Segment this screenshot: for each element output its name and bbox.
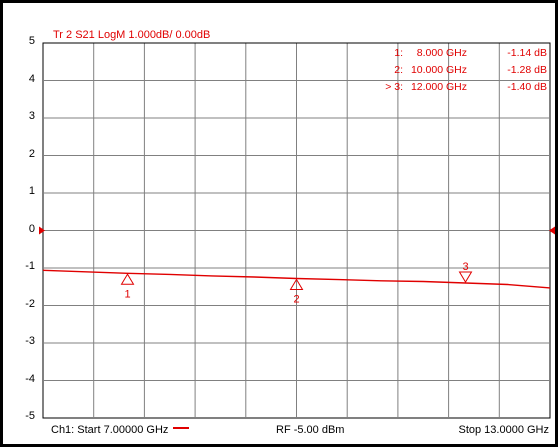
marker-3-label: > 3: <box>385 81 403 93</box>
marker-symbols: 1 2 3 <box>120 261 473 306</box>
marker-1-value: -1.14 dB <box>507 47 547 59</box>
marker-2-number: 2 <box>293 294 299 306</box>
y-tick-label: -3 <box>25 335 35 347</box>
plot-grid <box>42 42 551 419</box>
reference-markers <box>39 226 555 235</box>
marker-2-value: -1.28 dB <box>507 64 547 76</box>
marker-1-number: 1 <box>124 288 130 300</box>
trace-plot: 1 2 3 <box>39 42 555 419</box>
reference-level-left-arrow <box>39 226 45 235</box>
y-tick-label: -5 <box>25 410 35 422</box>
channel-status-bar: Ch1: Start 7.00000 GHz RF -5.00 dBm Stop… <box>46 421 553 443</box>
stop-frequency: Stop 13.0000 GHz <box>458 424 549 436</box>
y-tick-label: 1 <box>28 185 35 197</box>
start-frequency: Ch1: Start 7.00000 GHz <box>51 424 190 436</box>
marker-2-label: 2: <box>394 64 403 76</box>
y-tick-label: -2 <box>25 297 35 310</box>
trace-title: Tr 2 S21 LogM 1.000dB/ 0.00dB <box>53 29 211 41</box>
channel-trace-indicator <box>173 427 190 429</box>
marker-2-freq: 10.000 GHz <box>410 64 467 76</box>
y-tick-label: 4 <box>28 72 35 85</box>
marker-3-value: -1.40 dB <box>507 81 547 93</box>
y-tick-label: -4 <box>25 372 35 385</box>
y-tick-label: 0 <box>28 222 35 235</box>
marker-1-label: 1: <box>394 47 403 59</box>
marker-2-symbol <box>289 278 304 290</box>
reference-level-right-arrow <box>549 226 555 235</box>
marker-3-number: 3 <box>462 261 468 273</box>
marker-3-symbol <box>458 271 473 283</box>
rf-power: RF -5.00 dBm <box>276 424 345 436</box>
marker-3-freq: 12.000 GHz <box>410 81 467 93</box>
y-tick-label: 3 <box>28 110 35 122</box>
y-tick-label: 2 <box>28 147 35 160</box>
y-tick-label: -1 <box>25 260 35 272</box>
marker-1-symbol <box>120 273 135 285</box>
y-tick-label: 5 <box>28 35 35 47</box>
marker-1-freq: 8.000 GHz <box>416 47 467 59</box>
